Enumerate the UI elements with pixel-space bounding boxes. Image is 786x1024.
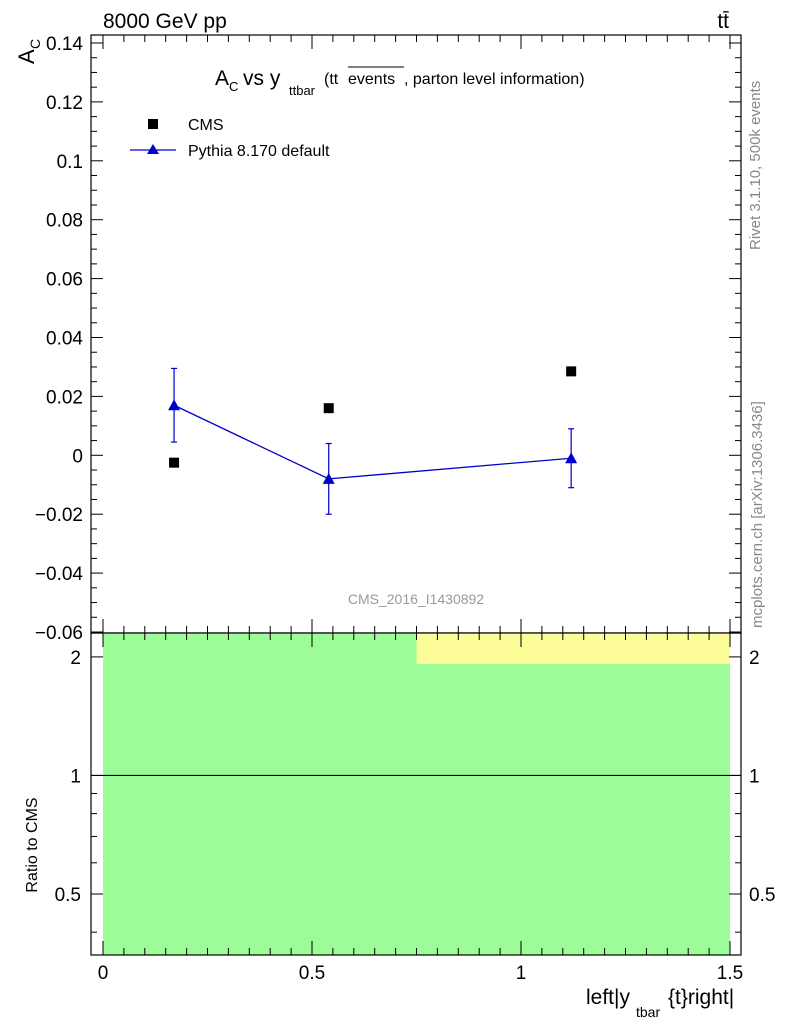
pythia-point [322,472,335,484]
side-label-rivet: Rivet 3.1.10, 500k events [747,81,764,250]
svg-text:left|y: left|y [586,986,630,1009]
ratio-band [416,633,730,664]
svg-text:tbar: tbar [636,1004,660,1020]
main-panel: −0.06 −0.04 −0.02 0 0.02 0.04 0.06 0.08 0.1 0.12 0… [14,34,742,644]
cms-point [169,457,180,468]
legend: CMS Pythia 8.170 default [130,117,330,160]
svg-text:{t}right|: {t}right| [668,986,734,1009]
ratio-y-tick-label-right: 2 [749,648,760,669]
x-axis-label: left|y tbar {t}right| [586,986,734,1020]
svg-text:events: events [348,71,395,88]
svg-text:C: C [229,79,238,94]
x-tick-label: 0 [98,963,109,984]
chart-title: A C vs y ttbar (tt events , parton level… [215,66,585,98]
ratio-y-tick-label: 2 [70,648,81,669]
y-tick-label: −0.02 [35,505,83,526]
ratio-frame [90,632,742,956]
y-tick-label: 0.08 [46,211,83,232]
main-y-tick-labels: −0.06 −0.04 −0.02 0 0.02 0.04 0.06 0.08 0.1 0.12 0… [35,34,84,644]
y-tick-label: 0.04 [46,329,83,350]
cms-point [566,366,577,377]
svg-text:ttbar: ttbar [289,83,316,98]
y-tick-label: 0.1 [57,152,83,173]
y-tick-label: −0.04 [35,564,84,585]
series-layer [168,366,578,515]
y-tick-label: 0 [72,446,83,467]
y-tick-label: −0.06 [35,623,83,644]
svg-text:C: C [27,39,43,49]
ratio-bands [103,633,730,955]
header-left: 8000 GeV pp [103,10,227,33]
side-label-mcplots: mcplots.cern.ch [arXiv:1306.3436] [749,401,766,628]
svg-text:A: A [14,49,39,64]
main-y-axis-label: A C [14,39,43,64]
main-y-ticks [91,42,741,633]
ratio-y-axis-label: Ratio to CMS [24,797,41,892]
ratio-ticks [91,633,741,955]
x-tick-label: 1.5 [717,963,743,984]
legend-marker-cms [148,119,158,129]
x-tick-label: 1 [516,963,527,984]
ratio-y-tick-label-right: 0.5 [749,885,775,906]
svg-text:(tt: (tt [324,71,339,88]
cms-point [323,403,334,414]
analysis-watermark: CMS_2016_I1430892 [348,591,484,607]
svg-text:vs y: vs y [243,67,281,90]
legend-label-cms: CMS [188,117,224,134]
y-tick-label: 0.12 [46,93,83,114]
ratio-y-tick-label: 0.5 [55,885,81,906]
legend-marker-pythia [147,144,159,154]
header-right: tt̄ [717,10,729,33]
ratio-y-tick-label: 1 [70,766,81,787]
ratio-panel: 0.5 0.5 1 1 2 2 0 0.5 1 1.5 Ratio to CMS left|y t… [24,632,776,1020]
ratio-band [103,633,730,955]
main-x-ticks [102,35,731,633]
x-tick-label: 0.5 [299,963,325,984]
svg-text:, parton level information): , parton level information) [404,71,585,88]
svg-text:A: A [215,67,229,90]
ratio-y-tick-label-right: 1 [749,766,760,787]
pythia-point [168,399,181,411]
pythia-point [565,452,578,464]
ratio-tick-labels: 0.5 0.5 1 1 2 2 0 0.5 1 1.5 [55,648,776,984]
y-tick-label: 0.14 [46,34,83,55]
y-tick-label: 0.06 [46,270,83,291]
y-tick-label: 0.02 [46,387,83,408]
pythia-line [173,404,572,480]
legend-label-pythia: Pythia 8.170 default [188,143,330,160]
